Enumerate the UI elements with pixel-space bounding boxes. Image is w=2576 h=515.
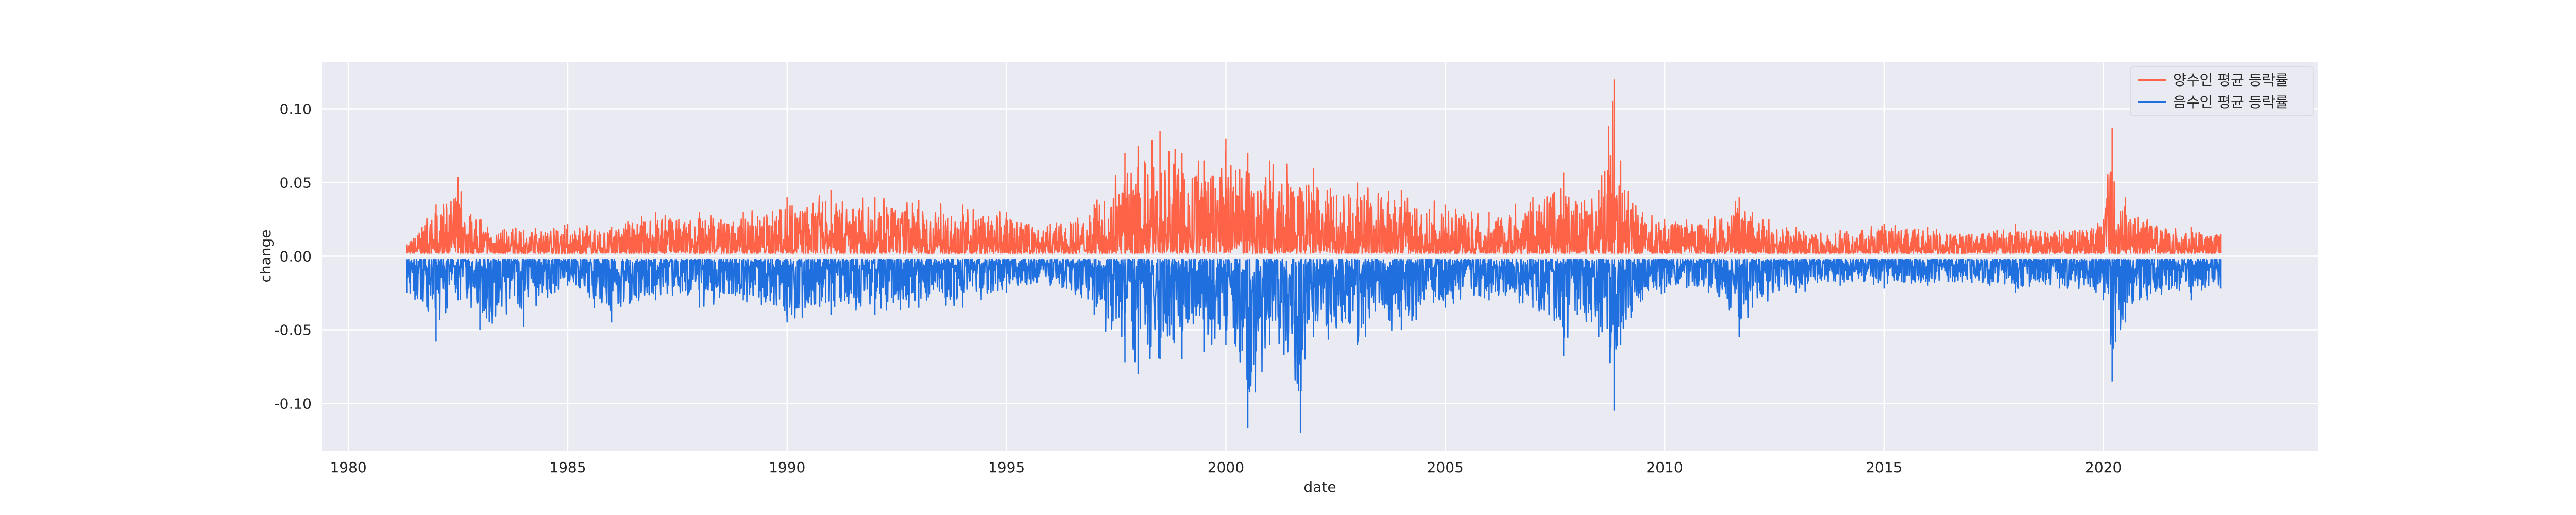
y-tick-label: -0.05 (275, 321, 312, 338)
y-tick-label: 0.00 (280, 248, 312, 265)
grid-lines (322, 62, 2318, 451)
y-axis-label: change (257, 229, 274, 282)
y-tick-label: -0.10 (275, 395, 312, 412)
x-tick-label: 2020 (2085, 459, 2122, 476)
x-axis-label: date (1303, 478, 1336, 495)
y-tick-label: 0.05 (280, 175, 312, 192)
legend: 양수인 평균 등락률 음수인 평균 등락률 (2130, 66, 2314, 116)
axis-ticks: 1980 1985 1990 1995 2000 2005 2010 2015 2020 -0.1… (275, 101, 2122, 476)
y-tick-label: 0.10 (280, 101, 312, 118)
x-tick-label: 1985 (549, 459, 586, 476)
legend-label-positive: 양수인 평균 등락률 (2173, 72, 2289, 89)
x-tick-label: 1980 (330, 459, 366, 476)
x-tick-label: 2010 (1646, 459, 1683, 476)
legend-box (2130, 66, 2314, 116)
series-line-negative (406, 258, 2222, 433)
x-tick-label: 2015 (1866, 459, 1902, 476)
legend-label-negative: 음수인 평균 등락률 (2173, 94, 2289, 111)
x-tick-label: 1995 (988, 459, 1025, 476)
series-line-positive (406, 79, 2222, 254)
series-layer (406, 79, 2222, 433)
x-tick-label: 2000 (1208, 459, 1244, 476)
x-tick-label: 1990 (769, 459, 805, 476)
x-tick-label: 2005 (1427, 459, 1464, 476)
